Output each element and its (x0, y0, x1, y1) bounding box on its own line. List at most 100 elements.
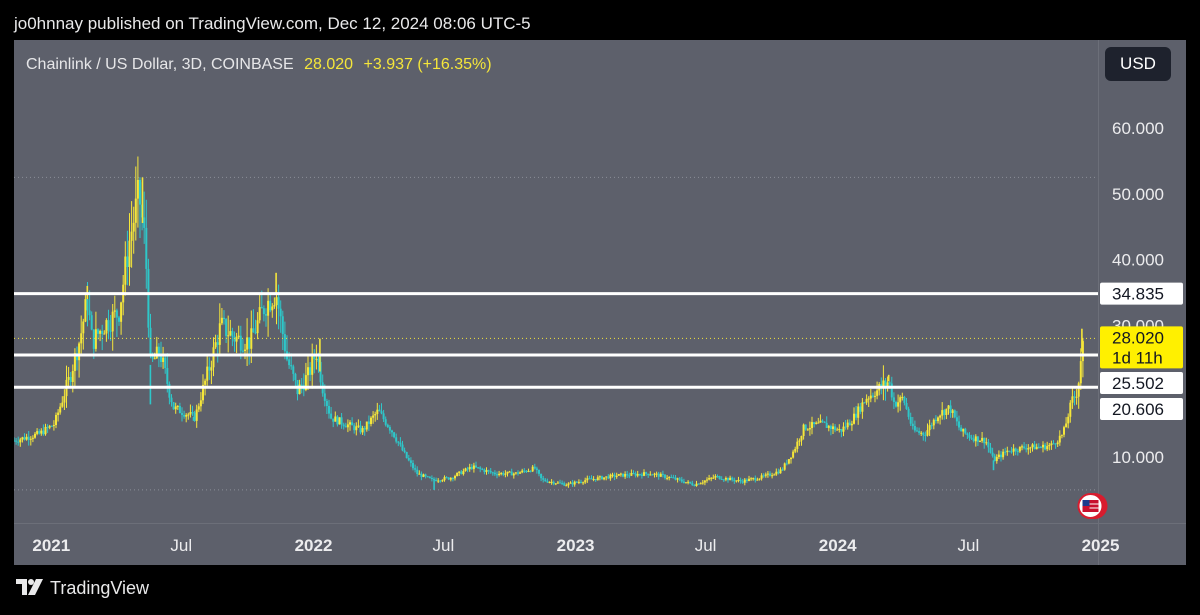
candle (947, 405, 950, 409)
candle (420, 473, 423, 477)
candle (754, 478, 757, 481)
candle (447, 477, 450, 480)
candle (924, 435, 927, 437)
candle (525, 470, 528, 472)
candle (596, 477, 599, 481)
candle (886, 382, 889, 387)
candle (105, 320, 108, 334)
candle (275, 297, 278, 306)
candle (15, 440, 18, 442)
candle (785, 463, 788, 465)
candle (1067, 416, 1070, 424)
candle (731, 477, 734, 480)
candle (853, 413, 855, 424)
candle (832, 426, 834, 429)
candle (319, 361, 322, 383)
candle (451, 478, 454, 479)
candle (162, 357, 165, 362)
candle (19, 439, 22, 443)
candle (63, 396, 66, 403)
candle (353, 425, 356, 431)
candle (155, 346, 158, 359)
candle (510, 471, 513, 476)
candle (468, 467, 471, 470)
candle (548, 481, 551, 483)
candle (523, 470, 526, 472)
candle (493, 472, 496, 475)
candle (395, 437, 398, 442)
candle (94, 329, 97, 349)
candle (178, 406, 181, 414)
candle (439, 480, 442, 482)
candle (388, 427, 391, 431)
candle (88, 310, 91, 316)
candle (244, 349, 246, 351)
candle (643, 472, 645, 476)
time-tick-label: 2023 (557, 536, 595, 555)
candle (827, 425, 830, 428)
candle (949, 405, 952, 413)
candle (838, 429, 841, 430)
candle (309, 367, 312, 375)
candle (821, 420, 824, 422)
candle (386, 424, 389, 427)
chart-area[interactable]: 10.000 40.000 50.000 60.000 30.000 34.835 25.5… (14, 40, 1186, 565)
candle (1027, 448, 1030, 450)
candle (748, 478, 750, 481)
candle (279, 308, 282, 317)
candle (995, 457, 998, 461)
candle (580, 481, 582, 483)
candle (836, 429, 839, 431)
candle (863, 402, 866, 404)
candle (168, 383, 171, 398)
candle (1016, 451, 1019, 453)
candle (380, 411, 383, 414)
time-tick-label: 2022 (295, 536, 333, 555)
candle (752, 478, 755, 480)
candle (594, 479, 597, 481)
currency-button[interactable]: USD (1105, 47, 1171, 81)
candle (909, 417, 912, 424)
candle (334, 416, 337, 422)
candle (1069, 402, 1072, 417)
price-chart[interactable]: 10.00040.00050.00060.00030.00034.83525.5… (14, 40, 1186, 565)
candle (231, 331, 234, 337)
candle (1071, 396, 1074, 403)
candle (317, 358, 320, 362)
candle (48, 425, 51, 428)
candle (808, 428, 811, 430)
candle (531, 466, 534, 472)
candle (569, 482, 572, 484)
candle (372, 415, 375, 418)
candle (338, 417, 341, 425)
candle (311, 356, 314, 375)
candle (640, 474, 643, 476)
candle (454, 476, 456, 479)
candle (951, 410, 954, 413)
price-tick-label: 40.000 (1112, 251, 1164, 270)
candle (953, 410, 956, 418)
candle (17, 441, 20, 443)
candle (861, 402, 864, 412)
candle (611, 474, 614, 476)
candle (172, 402, 175, 410)
candle (458, 471, 461, 473)
candle (214, 342, 217, 348)
candle (657, 473, 660, 477)
candle (199, 400, 202, 407)
candle (176, 406, 179, 407)
candle (582, 482, 585, 484)
candle (941, 410, 944, 416)
candle (937, 417, 939, 422)
candle (73, 353, 76, 371)
legend-change: +3.937 (+16.35%) (363, 56, 492, 73)
candle (409, 460, 412, 463)
candle (134, 198, 137, 223)
candle (14, 440, 15, 442)
candle (97, 329, 99, 334)
candle (899, 397, 902, 403)
candle (792, 451, 795, 458)
candle (787, 459, 790, 464)
candle (370, 417, 372, 424)
candle (916, 430, 918, 432)
